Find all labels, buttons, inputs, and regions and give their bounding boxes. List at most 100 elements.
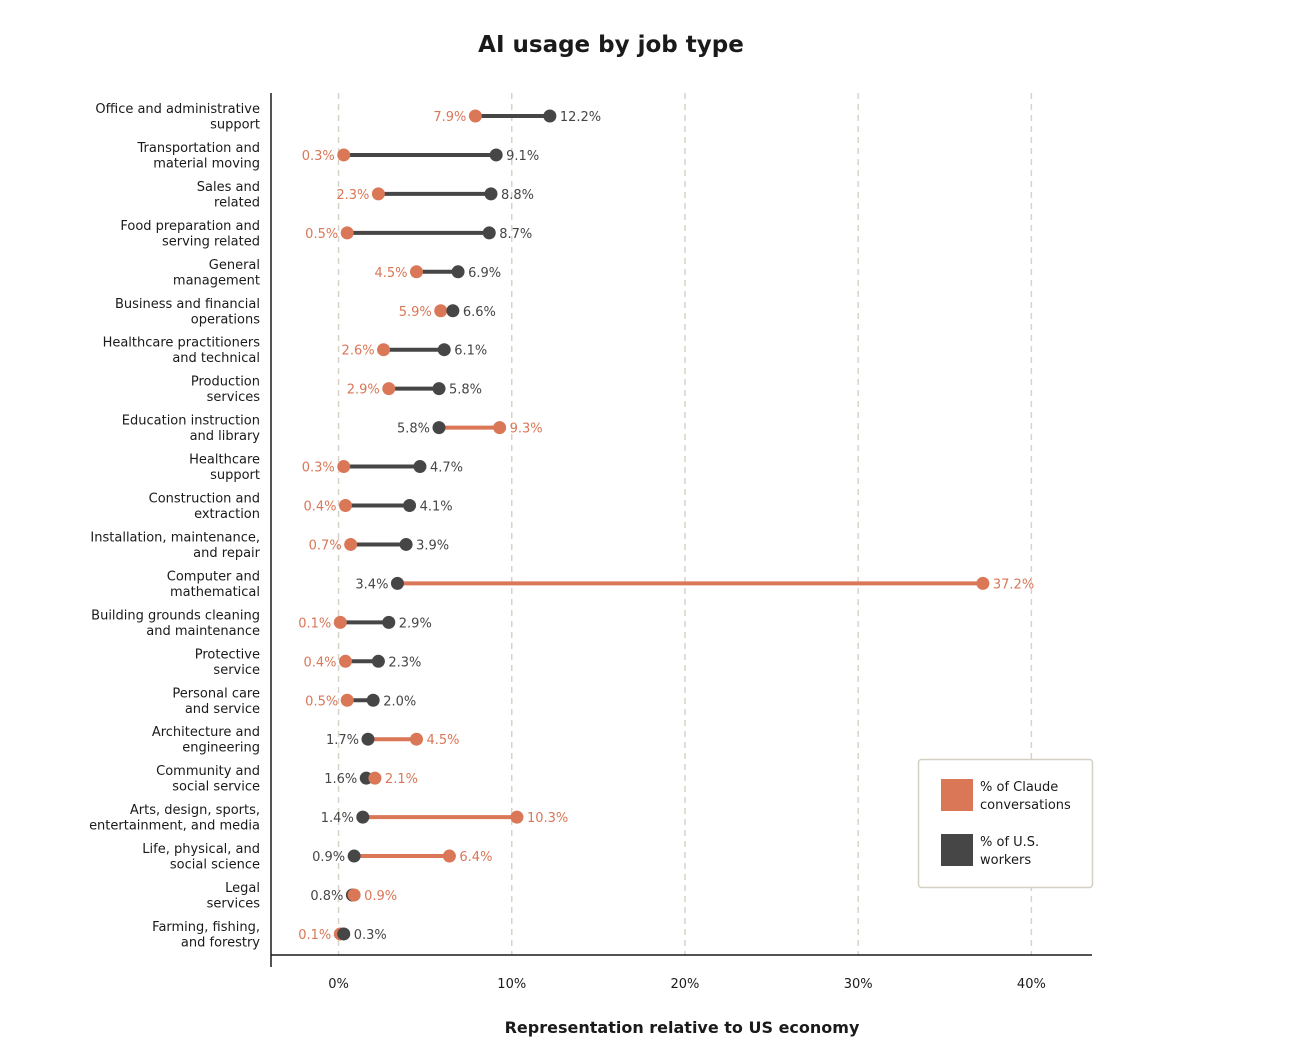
category-label-line: engineering bbox=[182, 741, 260, 756]
claude-point bbox=[377, 343, 391, 357]
category-label: Business and financial operations bbox=[115, 297, 260, 328]
category-label: Life, physical, and social science bbox=[142, 842, 260, 873]
claude-value-label: 4.5% bbox=[426, 733, 459, 748]
workers-value-label: 0.3% bbox=[354, 928, 387, 943]
claude-point bbox=[493, 421, 507, 435]
claude-value-label: 37.2% bbox=[993, 577, 1034, 592]
claude-point bbox=[382, 382, 396, 396]
category-label: Production services bbox=[191, 375, 260, 406]
workers-value-label: 2.9% bbox=[399, 616, 432, 631]
category-label: Protective service bbox=[195, 647, 260, 678]
workers-point bbox=[399, 537, 413, 551]
x-tick-label: 20% bbox=[671, 977, 700, 992]
category-label-line: Business and financial bbox=[115, 297, 260, 312]
category-label-line: Architecture and bbox=[152, 725, 260, 740]
claude-value-label: 0.9% bbox=[364, 889, 397, 904]
claude-point bbox=[371, 187, 385, 201]
claude-value-label: 4.5% bbox=[374, 266, 407, 281]
x-axis-ticks: 0% 10% 20% 30% 40% bbox=[328, 977, 1046, 992]
workers-value-label: 8.7% bbox=[499, 227, 532, 242]
legend-label-line: conversations bbox=[980, 798, 1071, 813]
category-label-line: Healthcare practitioners bbox=[103, 336, 261, 351]
category-label-line: management bbox=[173, 273, 260, 288]
workers-point bbox=[432, 421, 446, 435]
claude-point bbox=[340, 226, 354, 240]
category-label-line: Transportation and bbox=[137, 141, 260, 156]
legend-swatch-claude bbox=[941, 779, 973, 811]
x-tick-label: 40% bbox=[1017, 977, 1046, 992]
category-label: Healthcare practitioners and technical bbox=[103, 336, 261, 367]
category-label: Office and administrative support bbox=[95, 102, 260, 133]
workers-point bbox=[382, 615, 396, 629]
workers-value-label: 0.8% bbox=[310, 889, 343, 904]
category-label-line: Healthcare bbox=[189, 453, 260, 468]
chart-row: Construction and extraction 0.4% 4.1% bbox=[149, 492, 453, 523]
category-label-line: Production bbox=[191, 375, 260, 390]
workers-point bbox=[347, 849, 361, 863]
chart-row: Personal care and service 0.5% 2.0% bbox=[172, 686, 416, 717]
workers-value-label: 4.7% bbox=[430, 461, 463, 476]
claude-point bbox=[434, 304, 448, 318]
workers-value-label: 6.6% bbox=[463, 305, 496, 320]
workers-point bbox=[489, 148, 503, 162]
workers-point bbox=[437, 343, 451, 357]
workers-value-label: 4.1% bbox=[420, 500, 453, 515]
claude-value-label: 2.9% bbox=[347, 383, 380, 398]
category-label-line: Personal care bbox=[172, 686, 260, 701]
claude-value-label: 0.1% bbox=[298, 928, 331, 943]
workers-point bbox=[413, 460, 427, 474]
category-label: Sales and related bbox=[197, 180, 260, 211]
claude-point bbox=[337, 148, 351, 162]
chart-row: Transportation and material moving 0.3% 9.1… bbox=[137, 141, 540, 172]
workers-point bbox=[484, 187, 498, 201]
chart-row: Building grounds cleaning and maintenance… bbox=[91, 608, 432, 639]
category-label-line: related bbox=[214, 195, 260, 210]
category-label-line: Construction and bbox=[149, 492, 260, 507]
chart-row: Farming, fishing, and forestry 0.1% 0.3% bbox=[152, 920, 387, 951]
category-label: Legal services bbox=[207, 881, 261, 912]
claude-point bbox=[442, 849, 456, 863]
claude-point bbox=[337, 460, 351, 474]
category-label-line: social service bbox=[172, 780, 260, 795]
chart-row: Installation, maintenance, and repair 0.7%… bbox=[90, 530, 449, 561]
category-label-line: Arts, design, sports, bbox=[130, 803, 260, 818]
claude-point bbox=[344, 537, 358, 551]
chart-row: Community and social service 1.6% 2.1% bbox=[156, 764, 418, 795]
chart-row: Education instruction and library 5.8% 9.3% bbox=[122, 414, 543, 445]
category-label: Construction and extraction bbox=[149, 492, 260, 523]
category-label-line: Legal bbox=[225, 881, 260, 896]
workers-value-label: 8.8% bbox=[501, 188, 534, 203]
claude-value-label: 6.4% bbox=[459, 850, 492, 865]
x-tick-label: 10% bbox=[497, 977, 526, 992]
category-label: Community and social service bbox=[156, 764, 260, 795]
workers-point bbox=[451, 265, 465, 279]
category-label-line: Office and administrative bbox=[95, 102, 260, 117]
workers-point bbox=[543, 109, 557, 123]
category-label-line: and technical bbox=[172, 351, 260, 366]
chart-row: Healthcare practitioners and technical 2.6… bbox=[103, 336, 488, 367]
category-label-line: Community and bbox=[156, 764, 260, 779]
chart-row: Production services 2.9% 5.8% bbox=[191, 375, 482, 406]
workers-value-label: 2.3% bbox=[388, 655, 421, 670]
category-label-line: Protective bbox=[195, 647, 260, 662]
legend-label: % of Claude conversations bbox=[980, 780, 1071, 813]
category-label-line: service bbox=[213, 663, 260, 678]
workers-point bbox=[390, 576, 404, 590]
workers-value-label: 1.7% bbox=[326, 733, 359, 748]
workers-point bbox=[356, 810, 370, 824]
claude-point bbox=[333, 615, 347, 629]
claude-point bbox=[368, 771, 382, 785]
workers-point bbox=[361, 732, 375, 746]
workers-value-label: 5.8% bbox=[397, 422, 430, 437]
category-label: Building grounds cleaning and maintenance bbox=[91, 608, 260, 639]
workers-value-label: 3.4% bbox=[355, 577, 388, 592]
chart-row: Computer and mathematical 3.4% 37.2% bbox=[167, 569, 1034, 600]
category-label: Computer and mathematical bbox=[167, 569, 260, 600]
legend-label: % of U.S. workers bbox=[980, 835, 1039, 868]
claude-value-label: 2.1% bbox=[385, 772, 418, 787]
claude-point bbox=[409, 732, 423, 746]
workers-point bbox=[432, 382, 446, 396]
category-label: Personal care and service bbox=[172, 686, 260, 717]
workers-value-label: 5.8% bbox=[449, 383, 482, 398]
category-label: General management bbox=[173, 258, 260, 289]
